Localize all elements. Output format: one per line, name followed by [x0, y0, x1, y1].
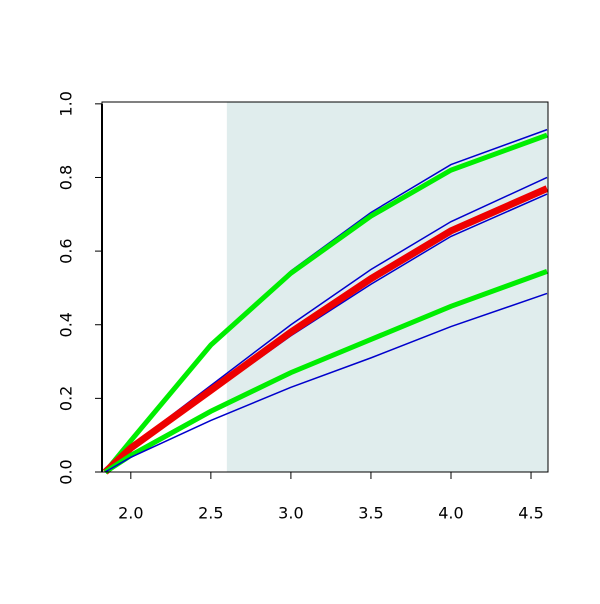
- y-tick-label: 0.6: [57, 238, 76, 263]
- shaded-region: [226, 102, 548, 472]
- series-line: [103, 269, 548, 475]
- y-tick-label: 1.0: [57, 91, 76, 116]
- y-tick-label: 0.2: [57, 386, 76, 411]
- x-tick-label: 4.0: [438, 504, 463, 523]
- y-tick-label: 0.0: [57, 459, 76, 484]
- x-tick-label: 2.0: [118, 504, 143, 523]
- x-tick-label: 3.0: [278, 504, 303, 523]
- x-tick-label: 4.5: [518, 504, 543, 523]
- y-tick-label: 0.8: [57, 165, 76, 190]
- series-line: [103, 132, 548, 474]
- y-tick-label: 0.4: [57, 312, 76, 337]
- series-line: [102, 185, 549, 475]
- series-line: [104, 292, 548, 473]
- x-tick-label: 3.5: [358, 504, 383, 523]
- x-tick-label: 2.5: [198, 504, 223, 523]
